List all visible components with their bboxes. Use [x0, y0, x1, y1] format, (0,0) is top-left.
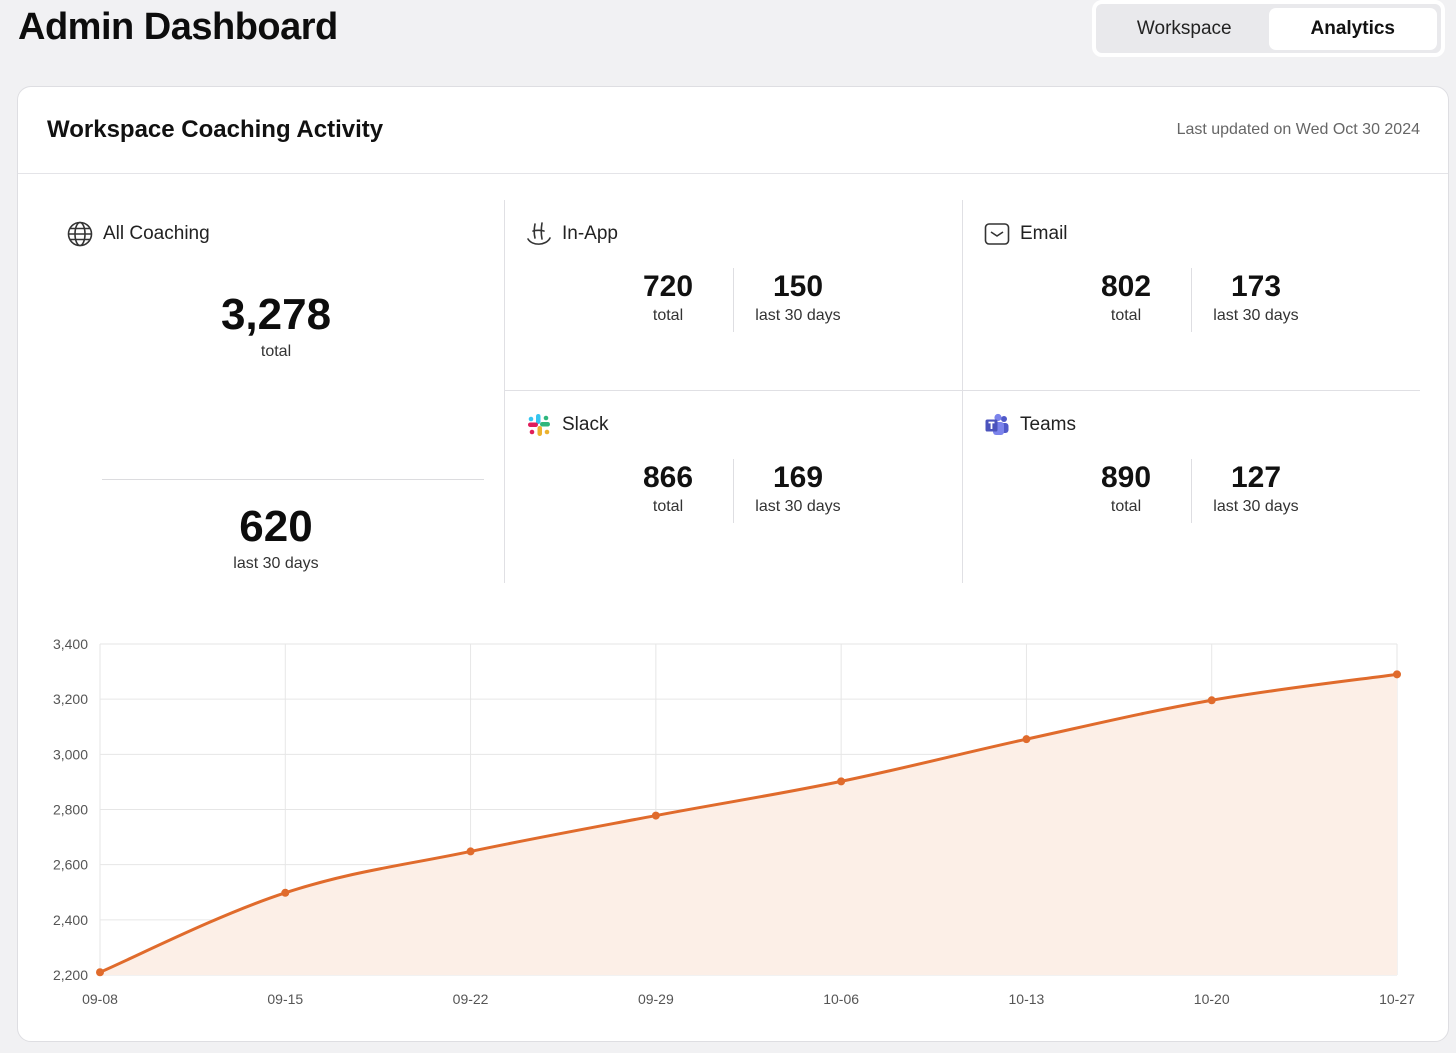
- all-coaching-recent-caption: last 30 days: [233, 555, 319, 573]
- card-header: Workspace Coaching Activity Last updated…: [18, 87, 1448, 174]
- slack-recent-caption: last 30 days: [755, 498, 841, 515]
- slack-recent: 169 last 30 days: [728, 461, 868, 516]
- view-toggle: Workspace Analytics: [1092, 0, 1445, 57]
- slack-stat-divider: [733, 459, 734, 523]
- in-app-label: In-App: [562, 223, 618, 244]
- teams-recent-caption: last 30 days: [1213, 498, 1299, 515]
- slack-total-caption: total: [652, 498, 684, 515]
- row-divider: [505, 390, 1420, 391]
- all-coaching-divider: [102, 479, 484, 480]
- tab-analytics[interactable]: Analytics: [1268, 7, 1437, 50]
- card-title: Workspace Coaching Activity: [47, 116, 384, 143]
- email-header: Email: [983, 220, 1068, 248]
- last-updated-text: Last updated on Wed Oct 30 2024: [1176, 121, 1420, 138]
- page-title: Admin Dashboard: [18, 6, 338, 48]
- in-app-logo-icon: [525, 220, 553, 248]
- email-recent: 173 last 30 days: [1186, 270, 1326, 325]
- in-app-total-value: 720: [642, 270, 694, 303]
- column-divider-1: [504, 200, 505, 583]
- email-total: 802 total: [1056, 270, 1196, 325]
- teams-total: 890 total: [1056, 461, 1196, 516]
- all-coaching-total-value: 3,278: [220, 290, 332, 339]
- in-app-stat-divider: [733, 268, 734, 332]
- slack-recent-value: 169: [772, 461, 824, 494]
- teams-label: Teams: [1020, 414, 1076, 435]
- teams-header: Teams: [983, 411, 1076, 439]
- in-app-header: In-App: [525, 220, 618, 248]
- email-recent-caption: last 30 days: [1213, 307, 1299, 324]
- slack-header: Slack: [525, 411, 608, 439]
- all-coaching-recent-value: 620: [239, 502, 313, 551]
- all-coaching-total: 3,278 total: [18, 290, 534, 361]
- in-app-total: 720 total: [598, 270, 738, 325]
- globe-icon: [66, 220, 94, 248]
- all-coaching-header: All Coaching: [66, 220, 210, 248]
- tab-workspace[interactable]: Workspace: [1136, 17, 1232, 39]
- in-app-recent-caption: last 30 days: [755, 307, 841, 324]
- all-coaching-total-caption: total: [260, 343, 292, 361]
- channel-teams: Teams 890 total 127 last 30 days: [963, 391, 1420, 581]
- slack-total-value: 866: [642, 461, 694, 494]
- all-coaching-recent: 620 last 30 days: [18, 502, 534, 573]
- teams-stats: 890 total 127 last 30 days: [963, 459, 1420, 523]
- email-stats: 802 total 173 last 30 days: [963, 268, 1420, 332]
- email-stat-divider: [1191, 268, 1192, 332]
- email-recent-value: 173: [1230, 270, 1282, 303]
- in-app-total-caption: total: [652, 307, 684, 324]
- email-total-value: 802: [1100, 270, 1152, 303]
- all-coaching-label: All Coaching: [103, 223, 210, 244]
- in-app-recent-value: 150: [772, 270, 824, 303]
- channel-slack: Slack 866 total 169 last 30 days: [505, 391, 962, 581]
- teams-total-caption: total: [1110, 498, 1142, 515]
- column-divider-2: [962, 200, 963, 583]
- in-app-stats: 720 total 150 last 30 days: [505, 268, 962, 332]
- envelope-icon: [983, 220, 1011, 248]
- teams-total-value: 890: [1100, 461, 1152, 494]
- email-label: Email: [1020, 223, 1068, 244]
- slack-stats: 866 total 169 last 30 days: [505, 459, 962, 523]
- teams-logo-icon: [983, 411, 1011, 439]
- slack-total: 866 total: [598, 461, 738, 516]
- channel-email: Email 802 total 173 last 30 days: [963, 200, 1420, 390]
- teams-stat-divider: [1191, 459, 1192, 523]
- email-total-caption: total: [1110, 307, 1142, 324]
- teams-recent: 127 last 30 days: [1186, 461, 1326, 516]
- channel-in-app: In-App 720 total 150 last 30 days: [505, 200, 962, 390]
- slack-label: Slack: [562, 414, 609, 435]
- slack-logo-icon: [525, 411, 553, 439]
- teams-recent-value: 127: [1230, 461, 1282, 494]
- in-app-recent: 150 last 30 days: [728, 270, 868, 325]
